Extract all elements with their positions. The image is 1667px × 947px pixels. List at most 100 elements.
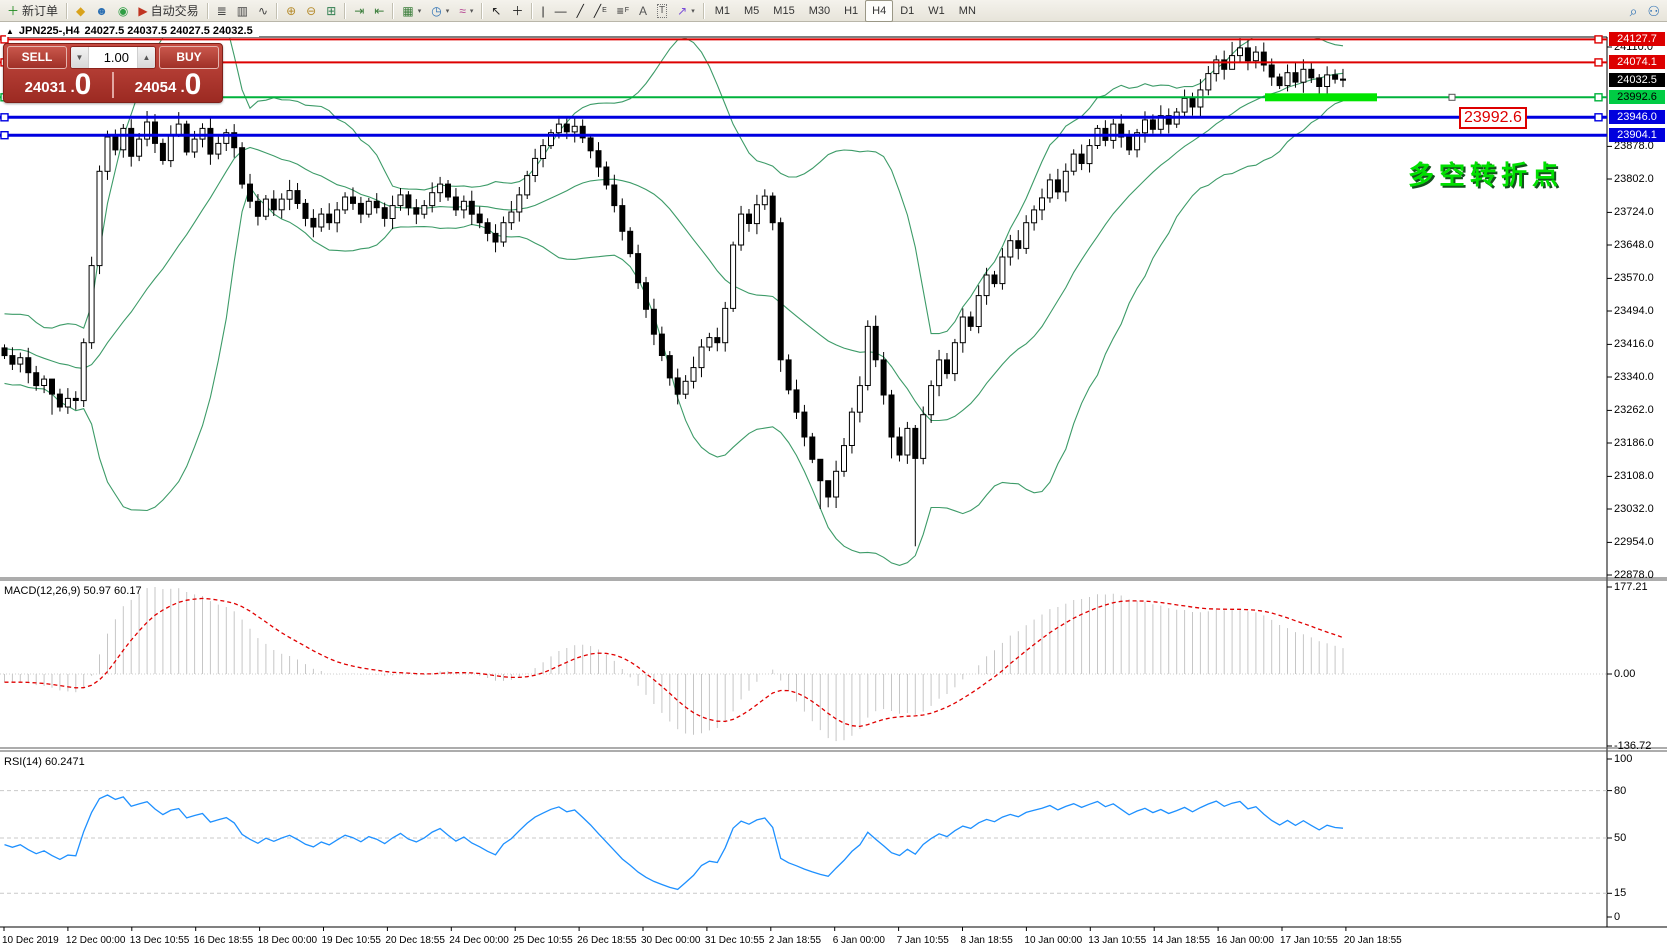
one-click-trade-panel: SELL ▼ 1.00 ▲ BUY 24031 .0 24054 .0 xyxy=(3,43,223,103)
zoom-out-button[interactable]: ⊖ xyxy=(301,0,321,22)
volume-up-icon[interactable]: ▲ xyxy=(137,47,155,68)
vertical-line-tool-icon: | xyxy=(541,3,545,18)
market-watch-button[interactable]: ◆ xyxy=(71,0,90,22)
time-tick-label: 13 Jan 10:55 xyxy=(1088,935,1147,946)
candle xyxy=(532,148,539,183)
time-tick-label: 19 Dec 10:55 xyxy=(321,935,382,946)
volume-down-icon[interactable]: ▼ xyxy=(71,47,89,68)
line-handle[interactable] xyxy=(1594,113,1603,122)
profiles-button[interactable]: ◷ ▾ xyxy=(426,0,454,22)
candle xyxy=(809,432,816,464)
chart-text-annotation[interactable]: 多空转折点 xyxy=(1408,160,1564,190)
chat-button[interactable]: ⚇ xyxy=(1642,0,1665,22)
line-handle[interactable] xyxy=(0,113,9,122)
candle xyxy=(247,173,253,209)
price-tick-label: 23878.0 xyxy=(1614,140,1654,152)
tile-windows-button[interactable]: ⊞ xyxy=(321,0,341,22)
timeframe-m15-button[interactable]: M15 xyxy=(773,4,795,17)
timeframe-d1-button[interactable]: D1 xyxy=(900,4,915,17)
time-tick-label: 10 Jan 00:00 xyxy=(1024,935,1083,946)
price-tick-label: 23262.0 xyxy=(1614,404,1654,416)
sell-price-button[interactable]: 24031 .0 xyxy=(24,68,92,101)
crosshair-tool-icon: ＋ xyxy=(511,3,524,18)
trendline-tool-button[interactable]: ╱ xyxy=(572,0,589,22)
timeframe-m5-button[interactable]: M5 xyxy=(744,4,760,17)
candle xyxy=(421,200,428,219)
timeframe-h4-button[interactable]: H4 xyxy=(865,0,894,22)
candle xyxy=(619,198,626,241)
time-tick-label: 16 Dec 18:55 xyxy=(193,935,254,946)
volume-input[interactable]: 1.00 xyxy=(103,50,129,65)
candle xyxy=(595,142,602,177)
horizontal-line-tool-icon: — xyxy=(554,3,567,18)
line-chart-mode-button[interactable]: ∿ xyxy=(253,0,273,22)
zoom-in-button[interactable]: ⊕ xyxy=(281,0,301,22)
line-handle[interactable] xyxy=(1594,93,1603,102)
crosshair-tool-button[interactable]: ＋ xyxy=(506,0,528,22)
highlight-trend-segment[interactable] xyxy=(1265,93,1377,102)
candle xyxy=(183,120,190,156)
vertical-line-tool-button[interactable]: | xyxy=(536,0,549,22)
candle xyxy=(611,174,618,213)
text-tool-button[interactable]: A xyxy=(634,0,652,22)
candle xyxy=(1260,42,1267,72)
candle xyxy=(1276,73,1283,89)
candle xyxy=(286,179,293,211)
candle xyxy=(524,170,531,199)
fibonacci-tool-button[interactable]: ≡ F xyxy=(616,3,630,18)
candle xyxy=(167,125,174,168)
line-handle[interactable] xyxy=(0,35,9,44)
line-handle[interactable] xyxy=(1594,35,1603,44)
timeframe-w1-button[interactable]: W1 xyxy=(928,4,945,17)
horizontal-line-tool-button[interactable]: — xyxy=(550,0,572,22)
timeframe-h1-button[interactable]: H1 xyxy=(844,4,859,17)
timeframe-m30-button[interactable]: M30 xyxy=(808,4,831,17)
buy-price-button[interactable]: 24054 .0 xyxy=(134,68,202,101)
channel-tool-button[interactable]: ╱ E xyxy=(593,3,607,18)
bar-chart-mode-button[interactable]: ≣ xyxy=(212,0,232,22)
timeframe-m1-button[interactable]: M1 xyxy=(714,4,731,17)
time-tick-label: 18 Dec 00:00 xyxy=(257,935,318,946)
autotrading-button[interactable]: ▶ 自动交易 xyxy=(133,0,203,22)
candle xyxy=(753,194,760,235)
volume-stepper[interactable]: ▼ 1.00 ▲ xyxy=(70,46,156,69)
price-tick-label: 23032.0 xyxy=(1614,503,1654,515)
time-tick-label: 14 Jan 18:55 xyxy=(1152,935,1211,946)
candle xyxy=(1086,139,1093,173)
new-chart-button[interactable]: ▦ ▾ xyxy=(397,0,426,22)
candle xyxy=(294,183,301,209)
candle xyxy=(1094,125,1101,149)
sell-button[interactable]: SELL xyxy=(7,46,67,69)
auto-scroll-button[interactable]: ⇥ xyxy=(349,0,369,22)
time-tick-label: 25 Dec 10:55 xyxy=(513,935,573,946)
label-anchor-handle[interactable] xyxy=(1448,93,1456,101)
candle xyxy=(1316,74,1323,94)
candle xyxy=(1213,55,1220,82)
signals-button[interactable]: ◉ xyxy=(113,0,133,22)
chart-shift-button[interactable]: ⇤ xyxy=(369,0,389,22)
cursor-tool-button[interactable]: ↖ xyxy=(486,0,506,22)
buy-button[interactable]: BUY xyxy=(159,46,219,69)
timeframe-mn-button[interactable]: MN xyxy=(958,4,976,17)
candle xyxy=(983,267,990,305)
collapse-icon[interactable]: ▲ xyxy=(6,26,14,36)
cursor-tool-icon: ↖ xyxy=(491,3,502,18)
line-handle[interactable] xyxy=(1594,58,1603,67)
signals-icon: ◉ xyxy=(117,3,129,18)
candle xyxy=(603,161,610,190)
search-button[interactable]: ⌕ xyxy=(1625,0,1643,22)
community-button[interactable]: ☻ xyxy=(90,0,113,22)
candle xyxy=(761,189,768,210)
candle-chart-mode-button[interactable]: ▥ xyxy=(232,0,253,22)
candle xyxy=(1244,40,1251,71)
time-tick-label: 8 Jan 18:55 xyxy=(960,935,1013,946)
new-order-button[interactable]: ＋新订单 xyxy=(2,0,63,22)
arrows-tool-button[interactable]: ↗ ▾ xyxy=(672,0,700,22)
line-handle[interactable] xyxy=(0,130,9,140)
text-label-tool-button[interactable]: T xyxy=(652,0,672,22)
candle xyxy=(1252,46,1259,69)
price-level-label[interactable]: 23992.6 xyxy=(1459,107,1527,129)
indicators-menu-button[interactable]: ≈ ▾ xyxy=(454,0,478,22)
time-tick-label: 12 Dec 00:00 xyxy=(65,935,126,946)
candle xyxy=(254,194,261,226)
